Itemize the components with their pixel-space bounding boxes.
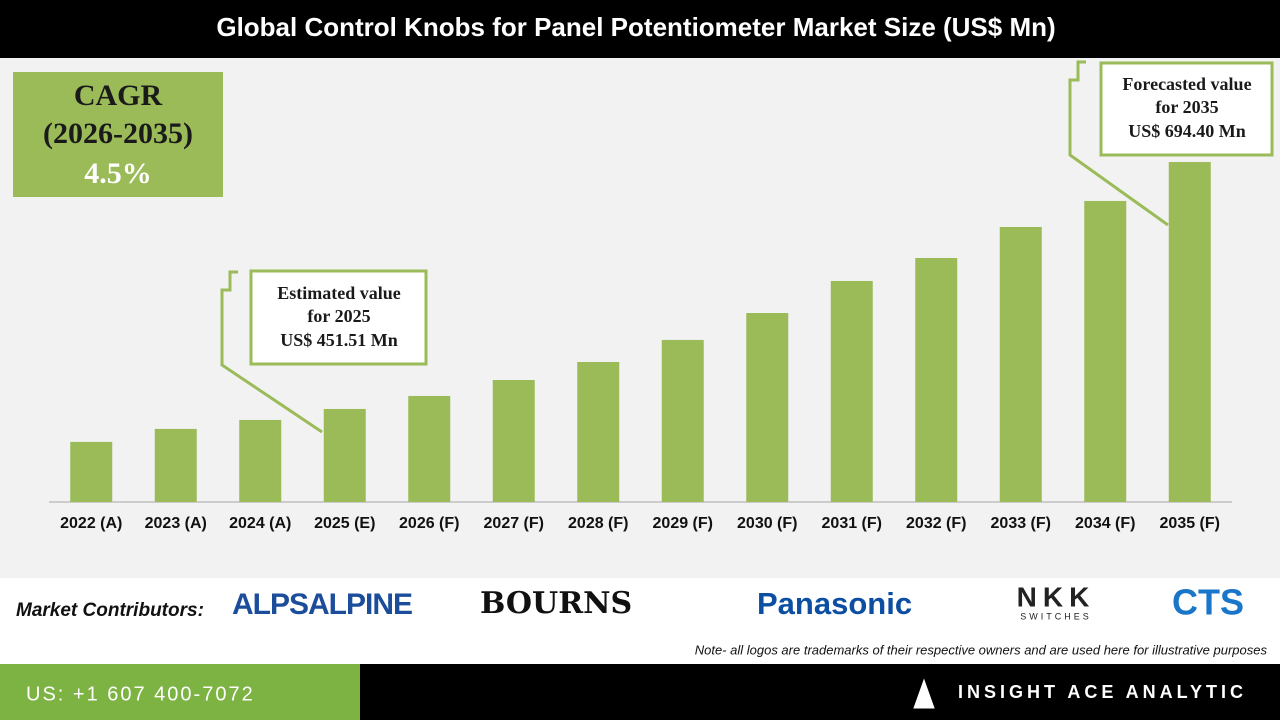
x-tick-label: 2023 (A) (145, 515, 207, 532)
company-name: INSIGHT ACE ANALYTIC (958, 682, 1247, 702)
company-bar (360, 664, 1280, 720)
cagr-label: CAGR (74, 79, 163, 112)
annotation-box (249, 269, 428, 366)
connectors (220, 60, 1169, 434)
x-tick-label: 2024 (A) (229, 515, 291, 532)
bar (1168, 162, 1211, 502)
logo: NKK (1017, 581, 1096, 612)
annotation-text: US$ 694.40 Mn (1128, 121, 1246, 141)
logo: CTS (1172, 582, 1244, 623)
logo-subtext: SWITCHES (1020, 611, 1092, 621)
bar (154, 428, 197, 502)
x-tick-label: 2022 (A) (60, 515, 122, 532)
x-tick-label: 2035 (F) (1160, 515, 1220, 532)
title-bar (0, 0, 1280, 58)
annotation-text: for 2035 (1155, 97, 1218, 117)
bar (661, 339, 704, 502)
bar (577, 362, 620, 502)
x-tick-label: 2033 (F) (991, 515, 1051, 532)
bar (239, 419, 282, 502)
bar (830, 280, 873, 502)
logo: Panasonic (757, 586, 912, 621)
cagr-value: 4.5% (84, 157, 152, 190)
x-tick-label: 2029 (F) (653, 515, 713, 532)
annotation-text: Estimated value (277, 283, 401, 303)
phone-bar (0, 664, 360, 720)
x-tick-label: 2032 (F) (906, 515, 966, 532)
cagr-period: (2026-2035) (43, 117, 193, 150)
x-tick-label: 2030 (F) (737, 515, 797, 532)
x-tick-label: 2025 (E) (314, 515, 375, 532)
bar (915, 258, 958, 502)
bar (1084, 200, 1127, 502)
annotation-box (1099, 61, 1274, 157)
logo: ALPSALPINE (232, 588, 412, 621)
x-tick-label: 2028 (F) (568, 515, 628, 532)
contributors-label: Market Contributors: (16, 600, 204, 621)
x-tick-label: 2027 (F) (484, 515, 544, 532)
x-tick-label: 2034 (F) (1075, 515, 1135, 532)
x-tick-label: 2031 (F) (822, 515, 882, 532)
annotation-text: US$ 451.51 Mn (280, 330, 398, 350)
bar (70, 441, 113, 502)
annotation-text: for 2025 (307, 306, 370, 326)
chart-title: Global Control Knobs for Panel Potentiom… (216, 12, 1055, 42)
bar (408, 395, 451, 502)
bar (999, 226, 1042, 502)
cagr-box (13, 72, 223, 197)
logo: BOURNS (480, 586, 632, 621)
company-logo (913, 678, 935, 709)
phone: US: +1 607 400-7072 (26, 683, 255, 705)
bar (746, 313, 789, 502)
bar (323, 408, 366, 502)
contributors-area (0, 578, 1280, 664)
annotation-text: Forecasted value (1122, 74, 1251, 94)
note: Note- all logos are trademarks of their … (695, 642, 1268, 657)
bar (492, 380, 535, 502)
x-tick-label: 2026 (F) (399, 515, 459, 532)
